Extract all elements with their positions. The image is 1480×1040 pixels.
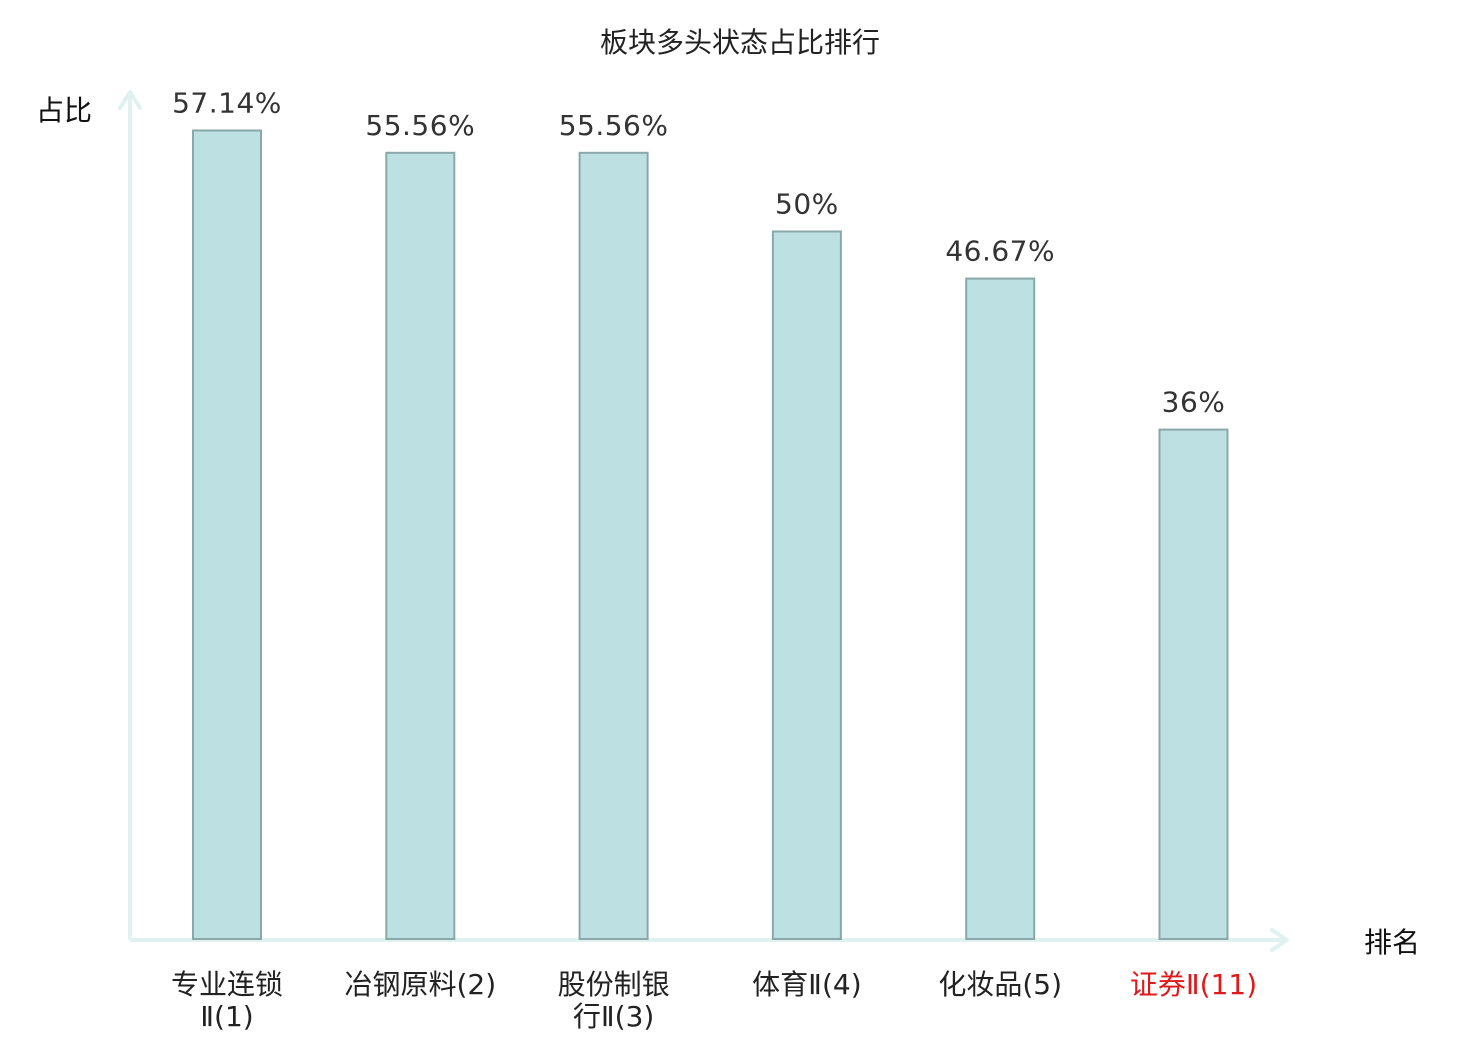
data-labels-group: 57.14% 55.56% 55.56% 50% 46.67% 36% xyxy=(172,87,1225,419)
category-label-5-line-1: 化妆品(5) xyxy=(938,968,1062,1001)
data-label-1: 57.14% xyxy=(172,87,282,120)
axes xyxy=(118,90,1289,952)
bar-2 xyxy=(385,151,456,941)
category-label-4: 体育Ⅱ(4) xyxy=(752,968,861,1001)
category-label-1-line-2: Ⅱ(1) xyxy=(200,1000,253,1033)
y-axis-arrow xyxy=(118,90,142,110)
data-label-5: 46.67% xyxy=(945,235,1055,268)
x-axis-label: 排名 xyxy=(1364,926,1420,959)
bar-5 xyxy=(965,277,1036,941)
category-label-5: 化妆品(5) xyxy=(938,968,1062,1001)
bar-1 xyxy=(192,129,262,940)
category-label-6-line-1: 证券Ⅱ(11) xyxy=(1130,968,1257,1001)
data-label-2: 55.56% xyxy=(365,109,475,142)
category-label-2-line-1: 冶钢原料(2) xyxy=(344,968,496,1001)
category-label-2: 冶钢原料(2) xyxy=(344,968,496,1001)
category-label-1-line-1: 专业连锁 xyxy=(171,968,283,1001)
bars-group xyxy=(192,129,1229,941)
y-axis-label: 占比 xyxy=(36,94,92,127)
bar-4 xyxy=(771,230,842,940)
category-label-3-line-1: 股份制银 xyxy=(558,968,670,1001)
category-label-3: 股份制银行Ⅱ(3) xyxy=(558,968,670,1033)
category-label-4-line-1: 体育Ⅱ(4) xyxy=(752,968,861,1001)
category-label-6: 证券Ⅱ(11) xyxy=(1130,968,1257,1001)
category-label-3-line-2: 行Ⅱ(3) xyxy=(573,1000,654,1033)
category-labels-group: 专业连锁 Ⅱ(1) 冶钢原料(2) 股份制银行Ⅱ(3) 体育Ⅱ(4) 化妆品(5) 证券Ⅱ(… xyxy=(171,968,1257,1033)
data-label-6: 36% xyxy=(1162,386,1226,419)
bar-3 xyxy=(578,151,649,941)
x-axis-arrow xyxy=(1270,928,1289,952)
data-label-3: 55.56% xyxy=(559,109,669,142)
bar-6 xyxy=(1158,428,1229,940)
chart-title: 板块多头状态占比排行 xyxy=(600,26,880,59)
category-label-1: 专业连锁 Ⅱ(1) xyxy=(171,968,283,1033)
data-label-4: 50% xyxy=(775,188,839,221)
